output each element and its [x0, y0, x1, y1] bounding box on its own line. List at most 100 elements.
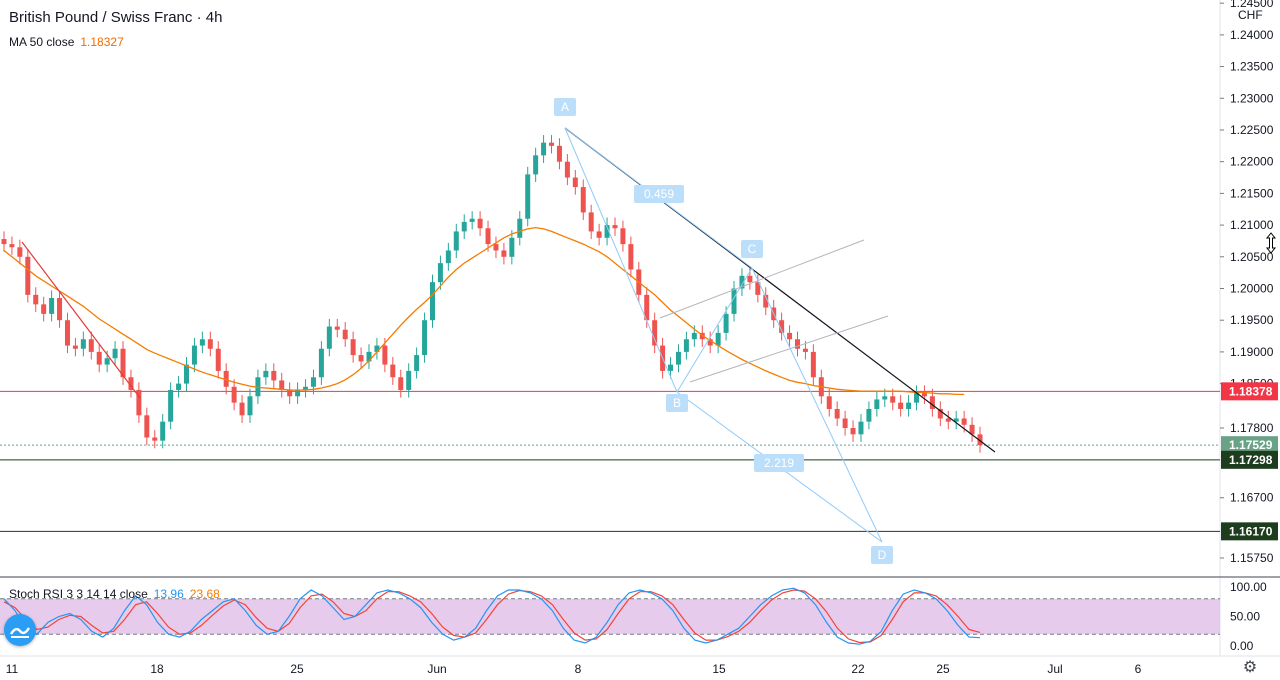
candle-body — [96, 351, 102, 365]
candle-body — [374, 345, 380, 352]
price-tick-label: 1.19000 — [1230, 345, 1274, 359]
symbol-name: British Pound / Swiss Franc — [9, 9, 193, 26]
price-label-box — [1221, 450, 1278, 469]
candle-body — [739, 275, 745, 289]
stoch-rsi-k-value: 13.96 — [153, 587, 184, 601]
candle-body — [652, 320, 658, 346]
candle-body — [882, 396, 888, 400]
candle-body — [953, 418, 959, 422]
candle-body — [25, 256, 31, 295]
candle-body — [64, 320, 70, 346]
candle-body — [120, 348, 126, 378]
candle-body — [239, 402, 245, 416]
candle-body — [850, 427, 856, 435]
price-tick-label: 1.22500 — [1230, 123, 1274, 137]
price-tick-label: 1.20000 — [1230, 282, 1274, 296]
candle-body — [588, 212, 594, 232]
candle-body — [501, 250, 507, 257]
candle-body — [199, 339, 205, 346]
pattern-leg-bc — [676, 267, 753, 393]
candle-body — [572, 177, 578, 188]
stoch-rsi-band — [0, 598, 1220, 635]
price-label-support: 1.17298 — [1229, 453, 1273, 467]
candle-body — [469, 218, 475, 222]
candle-body — [826, 396, 832, 409]
price-tick-label: 1.16700 — [1230, 491, 1274, 505]
price-tick-label: 1.17800 — [1230, 421, 1274, 435]
time-tick-label: Jun — [427, 662, 446, 676]
candle-body — [580, 187, 586, 213]
candle-body — [779, 320, 785, 333]
stoch-rsi-legend: Stoch RSI 3 3 14 14 close 13.96 23.68 — [9, 587, 220, 601]
candle-body — [477, 218, 483, 229]
ma-label: MA 50 close — [9, 35, 75, 49]
candle-body — [358, 355, 364, 362]
time-tick-label: 18 — [150, 662, 164, 676]
candle-body — [533, 155, 539, 175]
candle-body — [406, 370, 412, 390]
tradingview-logo-icon[interactable] — [4, 614, 36, 646]
candle-body — [176, 383, 182, 390]
pattern-point-box — [554, 98, 576, 116]
time-tick-label: 15 — [712, 662, 726, 676]
candle-body — [604, 225, 610, 238]
candle-body — [596, 231, 602, 238]
candle-body — [945, 418, 951, 422]
candle-body — [628, 244, 634, 270]
candle-body — [398, 377, 404, 390]
candle-body — [279, 380, 285, 390]
time-tick-label: 8 — [575, 662, 582, 676]
candle-body — [72, 345, 78, 349]
stoch-rsi-tick-label: 100.00 — [1230, 580, 1267, 594]
candle-body — [223, 370, 229, 387]
candle-body — [969, 424, 975, 435]
candle-body — [906, 402, 912, 409]
candle-body — [247, 396, 253, 416]
candle-body — [390, 364, 396, 378]
price-tick-label: 1.19500 — [1230, 313, 1274, 327]
stoch-rsi-tick-label: 0.00 — [1230, 639, 1254, 653]
candle-body — [787, 332, 793, 340]
candle-body — [144, 415, 150, 438]
pattern-point-box — [666, 394, 688, 412]
stoch-rsi-tick-label: 50.00 — [1230, 610, 1260, 624]
time-tick-label: 11 — [6, 662, 19, 676]
candle-body — [422, 320, 428, 356]
candle-body — [231, 386, 237, 403]
candle-body — [755, 282, 761, 295]
candle-body — [961, 418, 967, 425]
time-tick-label: Jul — [1047, 662, 1062, 676]
time-tick-label: 22 — [851, 662, 865, 676]
candle-body — [191, 345, 197, 365]
candle-body — [287, 389, 293, 397]
candle-body — [549, 142, 555, 146]
gear-icon[interactable]: ⚙ — [1242, 659, 1258, 676]
pattern-ratio-label: 2.219 — [764, 456, 794, 470]
candle-body — [207, 339, 213, 349]
candle-body — [929, 396, 935, 409]
candle-body — [675, 351, 681, 365]
candle-body — [334, 326, 340, 330]
pattern-ratio-box — [754, 454, 804, 472]
candle-body — [33, 294, 39, 305]
channel-lower-line — [689, 315, 889, 383]
candle-body — [977, 434, 983, 446]
candle-body — [382, 345, 388, 365]
candle-body — [128, 377, 134, 390]
pattern-point-b: B — [673, 396, 681, 410]
pattern-leg-cd — [751, 267, 883, 543]
channel-upper-line — [659, 239, 865, 319]
resize-cursor-icon — [1265, 232, 1277, 254]
candle-body — [57, 298, 63, 321]
candle-body — [1, 239, 7, 245]
candle-body — [668, 364, 674, 371]
price-tick-label: 1.23500 — [1230, 60, 1274, 74]
candle-body — [890, 396, 896, 403]
ma-value: 1.18327 — [80, 35, 124, 49]
candle-body — [303, 386, 309, 390]
candle-body — [858, 421, 864, 435]
time-tick-label: 6 — [1135, 662, 1142, 676]
stoch-rsi-d-line — [3, 589, 981, 644]
pattern-point-box — [741, 240, 763, 258]
